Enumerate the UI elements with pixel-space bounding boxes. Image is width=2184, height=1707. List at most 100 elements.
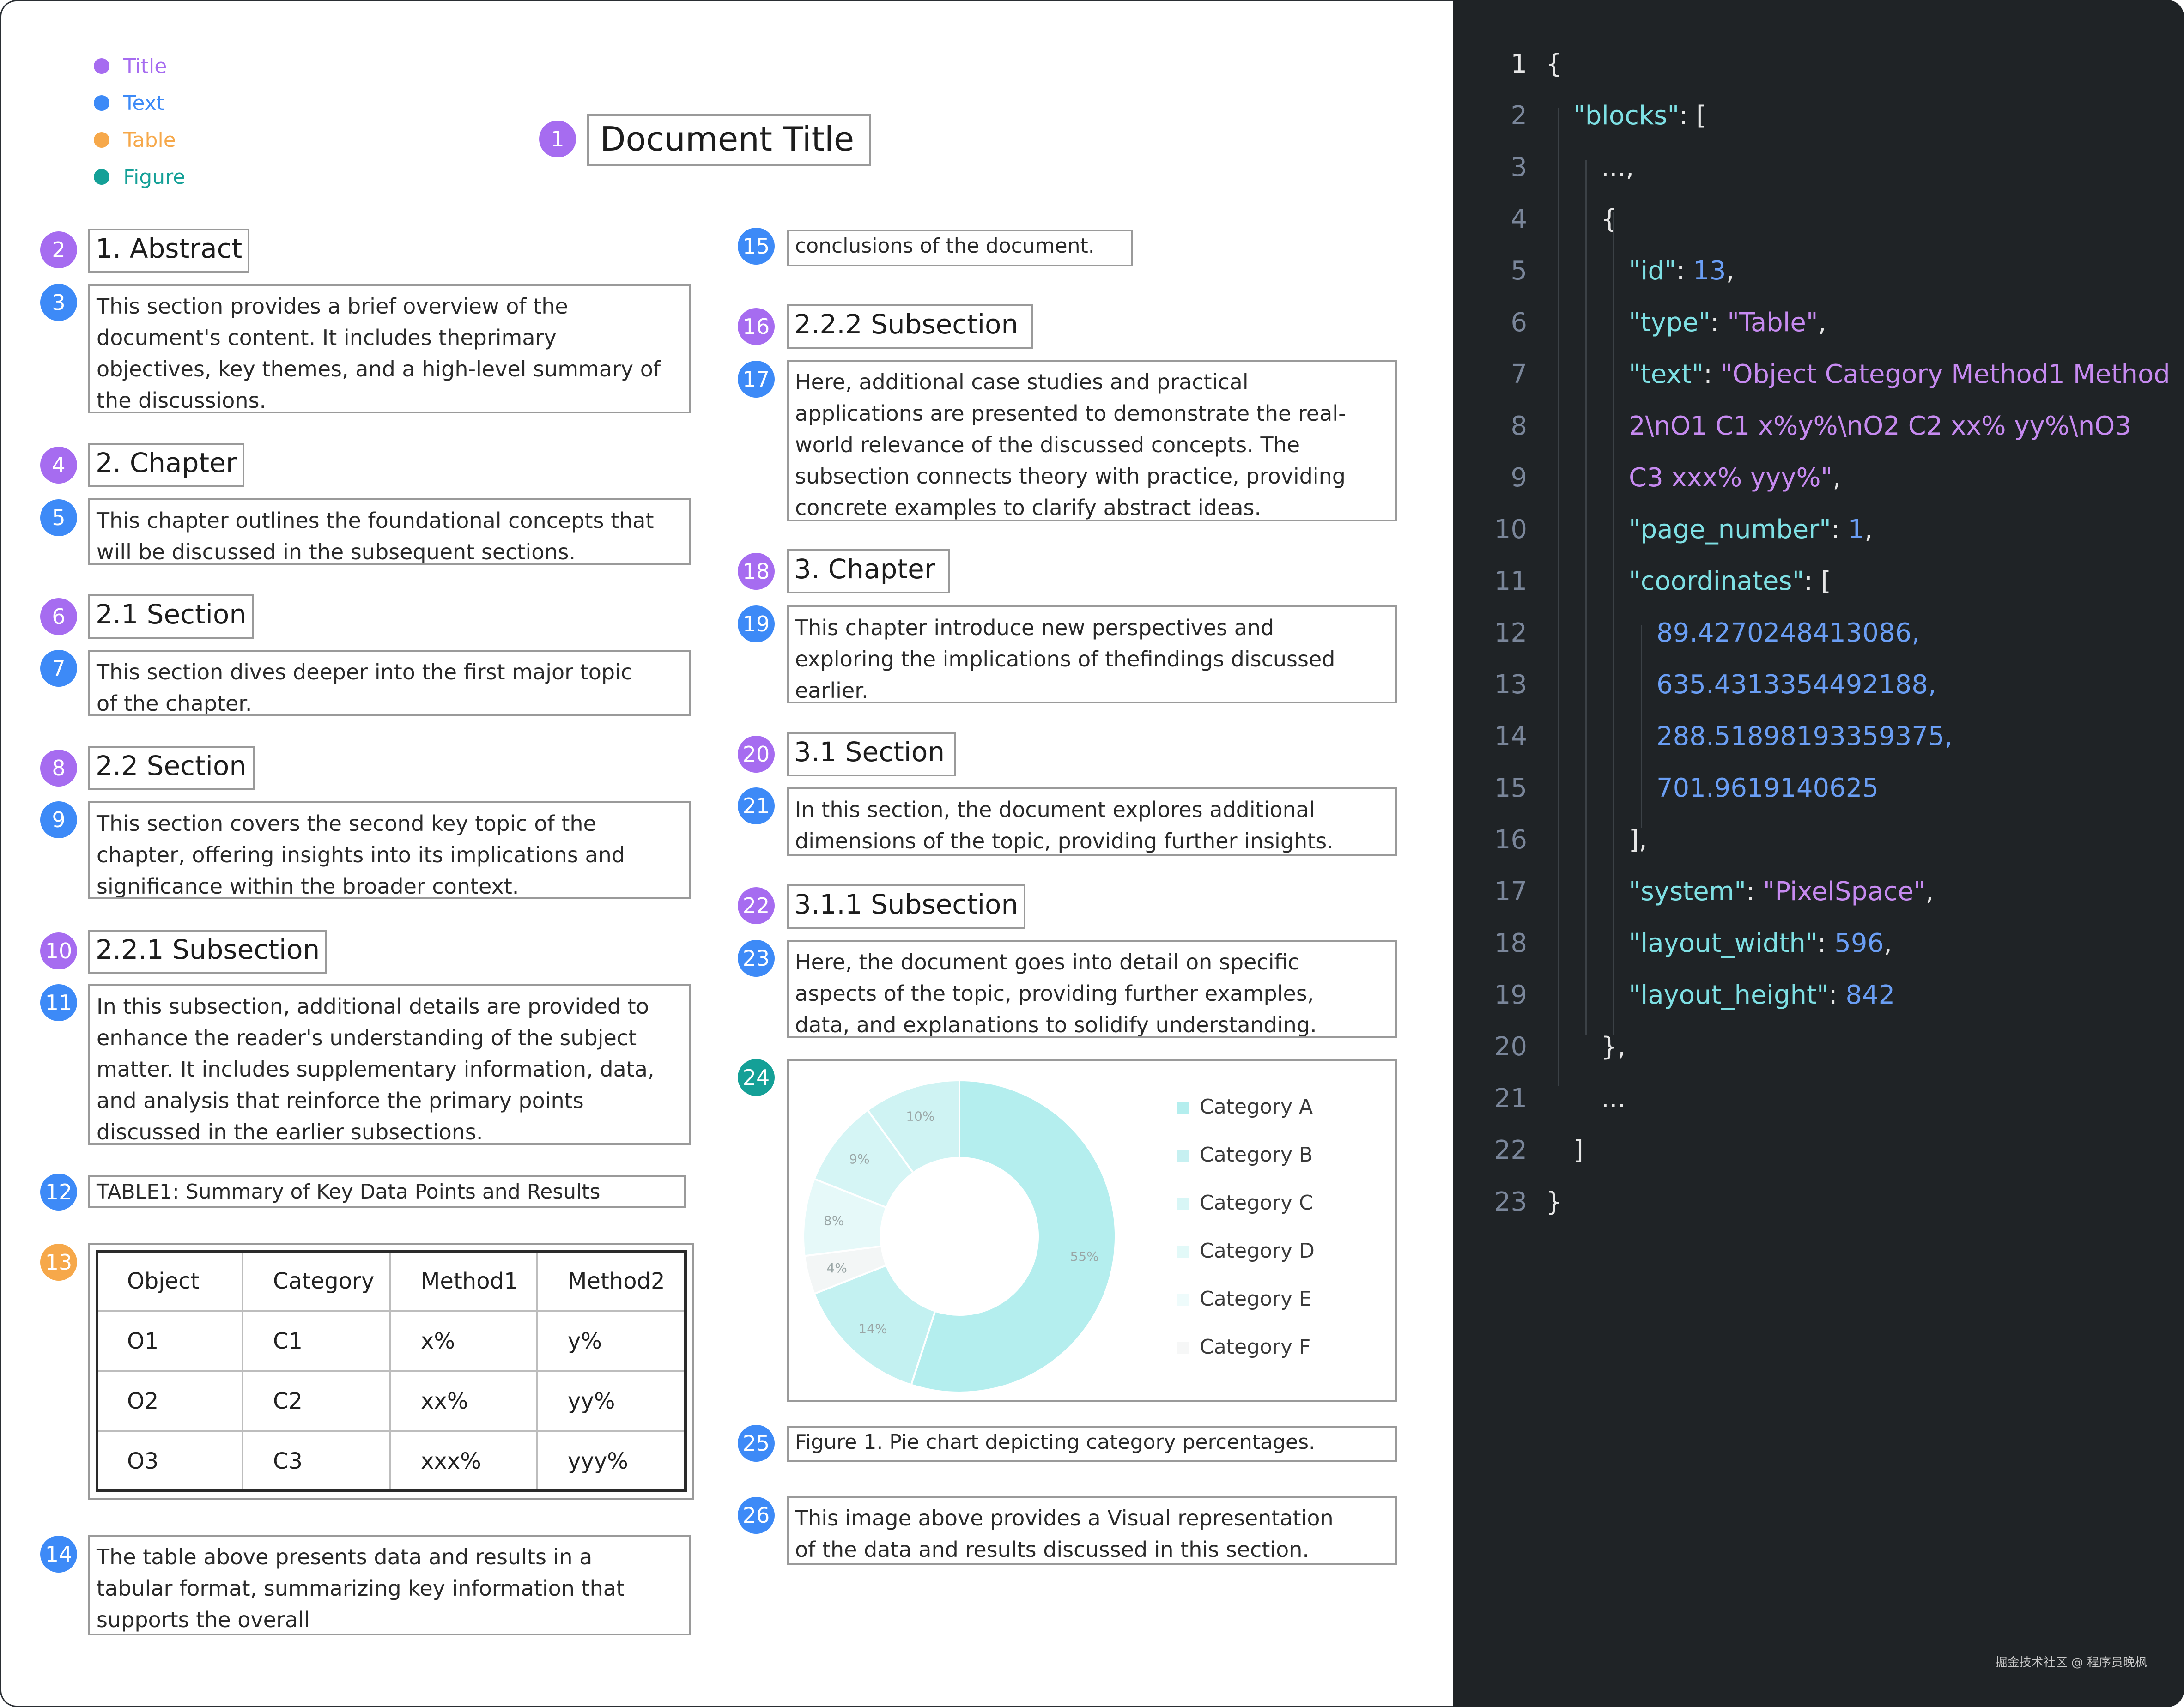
legend-item-figure: Figure (94, 158, 185, 195)
code-text: "blocks": [ (1573, 101, 1706, 131)
line-number: 17 (1494, 876, 1527, 907)
text-block-7: This section dives deeper into the first… (88, 650, 691, 716)
code-line: 15 701.9619140625 (1453, 762, 2184, 814)
block-badge-4: 4 (40, 447, 77, 484)
donut-chart: 55% 14% 4% 8% 9% 10% Category A Category B Categ… (802, 1079, 1315, 1393)
code-line: 19 "layout_height": 842 (1453, 969, 2184, 1021)
block-badge-22: 22 (738, 887, 775, 924)
title-block-2: 1. Abstract (88, 229, 250, 273)
code-token: : (1817, 928, 1835, 958)
code-token: 13 (1693, 255, 1726, 286)
legend-dot-icon (94, 132, 109, 148)
line-number: 19 (1494, 980, 1527, 1010)
block-badge-26: 26 (738, 1497, 775, 1534)
legend-label: Text (123, 91, 164, 115)
code-token: } (1546, 1186, 1562, 1217)
code-text: ], (1629, 825, 1647, 855)
table-row: Object Category Method1 Method2 (96, 1250, 687, 1312)
code-text: ... (1601, 1084, 1626, 1114)
table-cell: Object (96, 1250, 243, 1312)
code-token: "coordinates" (1629, 566, 1804, 596)
table-cell: xx% (389, 1370, 538, 1432)
code-line: 14 288.51898193359375, (1453, 710, 2184, 762)
line-number: 14 (1494, 721, 1527, 751)
block-badge-25: 25 (738, 1425, 775, 1462)
text-block-25: Figure 1. Pie chart depicting category p… (787, 1426, 1397, 1462)
title-block-4: 2. Chapter (88, 443, 244, 487)
code-line: 20}, (1453, 1021, 2184, 1072)
block-badge-21: 21 (738, 787, 775, 824)
slice-value-label: 10% (906, 1108, 934, 1124)
figure-block-outline: 55% 14% 4% 8% 9% 10% Category A Category B Categ… (787, 1059, 1397, 1402)
code-text: "system": "PixelSpace", (1629, 877, 1934, 907)
block-badge-10: 10 (40, 932, 77, 969)
code-line: 9 C3 xxx% yyy%", (1453, 452, 2184, 503)
indent-guide (1613, 212, 1614, 1035)
block-badge-7: 7 (40, 650, 77, 687)
code-token: 2\nO1 C1 x%y%\nO2 C2 xx% yy%\nO3 (1629, 411, 2131, 441)
line-number: 5 (1511, 255, 1527, 286)
line-number: 7 (1511, 359, 1527, 389)
title-block-22: 3.1.1 Subsection (787, 884, 1026, 929)
table-cell: O2 (96, 1370, 243, 1432)
block-badge-23: 23 (738, 940, 775, 977)
legend-dot-icon (94, 58, 109, 74)
line-number: 6 (1511, 307, 1527, 338)
code-token: : (1828, 980, 1846, 1010)
block-badge-3: 3 (40, 284, 77, 321)
table-cell: y% (536, 1310, 687, 1372)
block-badge-16: 16 (738, 308, 775, 345)
line-number: 4 (1511, 204, 1527, 234)
code-token: "text" (1629, 359, 1704, 389)
indent-guide (1641, 625, 1642, 828)
code-token: { (1601, 204, 1618, 234)
block-badge-9: 9 (40, 801, 77, 838)
code-token: 288.51898193359375, (1656, 721, 1953, 751)
code-line: 5 "id": 13, (1453, 245, 2184, 297)
code-text: } (1546, 1187, 1562, 1217)
code-token: "system" (1629, 876, 1746, 907)
code-text: "layout_height": 842 (1629, 980, 1895, 1010)
legend-dot-icon (94, 169, 109, 185)
chart-legend-swatch (1177, 1198, 1189, 1210)
code-token: 596 (1834, 928, 1884, 958)
table-cell: O1 (96, 1310, 243, 1372)
text-block-19: This chapter introduce new perspectives … (787, 605, 1397, 703)
indent-guide (1558, 108, 1559, 1086)
code-text: ] (1573, 1135, 1583, 1165)
table-cell: C3 (242, 1430, 391, 1492)
code-line: 18 "layout_width": 596, (1453, 917, 2184, 969)
table-cell: C2 (242, 1370, 391, 1432)
block-badge-2: 2 (40, 231, 77, 268)
code-token: : (1831, 514, 1848, 545)
table-cell: xxx% (389, 1430, 538, 1492)
block-badge-20: 20 (738, 736, 775, 773)
code-line: 6 "type": "Table", (1453, 297, 2184, 348)
text-block-26: This image above provides a Visual repre… (787, 1496, 1397, 1565)
code-token: 842 (1845, 980, 1895, 1010)
code-token: : (1704, 359, 1721, 389)
chart-legend-label: Category F (1200, 1335, 1310, 1359)
code-text: C3 xxx% yyy%", (1629, 463, 1841, 493)
code-token: , (1726, 255, 1735, 286)
table-cell: C1 (242, 1310, 391, 1372)
code-token: , (1818, 307, 1826, 338)
pie-slice-category-f (866, 1079, 960, 1174)
legend-label: Table (123, 128, 176, 152)
chart-legend-label: Category C (1200, 1191, 1313, 1215)
code-token: : (1710, 307, 1728, 338)
table-cell: Method1 (389, 1250, 538, 1312)
code-line: 7 "text": "Object Category Method1 Method (1453, 348, 2184, 400)
code-token: : [ (1679, 100, 1706, 131)
code-text: { (1601, 204, 1618, 234)
code-text: 2\nO1 C1 x%y%\nO2 C2 xx% yy%\nO3 (1629, 411, 2131, 441)
code-token: ..., (1601, 152, 1634, 182)
line-number: 18 (1494, 928, 1527, 958)
table-cell: yyy% (536, 1430, 687, 1492)
text-block-14: The table above presents data and result… (88, 1535, 691, 1635)
slice-value-label: 9% (849, 1151, 869, 1167)
code-line: 17 "system": "PixelSpace", (1453, 866, 2184, 917)
pie-slice-category-b (813, 1264, 936, 1386)
code-token: 635.4313354492188, (1656, 669, 1936, 700)
code-text: "coordinates": [ (1629, 566, 1831, 596)
